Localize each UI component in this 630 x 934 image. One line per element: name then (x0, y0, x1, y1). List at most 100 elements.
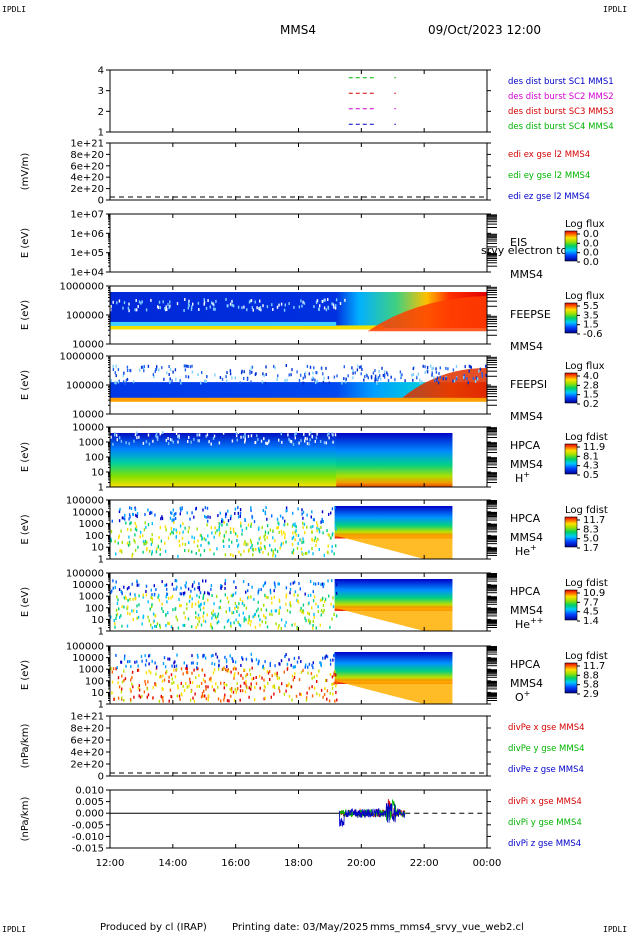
hpca_he-speckle (295, 525, 297, 529)
hpca_hepp-speckle (319, 623, 321, 627)
hpca_o-speckle (186, 667, 188, 671)
hpca_o-speckle (204, 680, 206, 684)
hpca_o-speckle (182, 672, 184, 676)
hpca_he-speckle (243, 542, 245, 546)
hpca_o-speckle (264, 696, 266, 700)
hpca_o-speckle (239, 684, 242, 688)
hpca_hepp-speckle-high (198, 588, 201, 592)
hpca_he-speckle (223, 521, 225, 524)
hpca_o-speckle (175, 668, 178, 671)
feepsi-speckle (374, 377, 376, 381)
hpca_hepp-speckle (202, 593, 205, 597)
feepsi-speckle (341, 381, 343, 385)
hpca_he-speckle (301, 541, 303, 544)
hpca_he-speckle (159, 526, 161, 530)
hpca_he-speckle-high (227, 519, 230, 523)
hpca_o-speckle (162, 695, 164, 699)
hpca_o-speckle-high (241, 656, 243, 660)
feepse-speckle (331, 302, 333, 306)
hpca_o-speckle (170, 695, 172, 698)
hpca_hepp-speckle (188, 599, 191, 603)
feepsi-speckle (374, 379, 376, 383)
hpca_hepp-speckle (203, 611, 205, 615)
colorbar-tick-label: 5.8 (583, 680, 599, 691)
hpca_o-speckle (290, 685, 293, 689)
hpca_o-speckle (234, 672, 236, 676)
hpca_o-speckle (131, 670, 134, 674)
feepsi-speckle (433, 376, 435, 380)
hpca-h-speckle (242, 435, 245, 439)
feepsi-speckle (141, 365, 144, 369)
time-tick-label: 16:00 (221, 858, 250, 869)
hpca_o-speckle (205, 697, 208, 701)
feepsi-speckle (422, 364, 424, 368)
hpca_o-speckle (263, 678, 265, 682)
hpca_he-speckle-high (334, 506, 336, 510)
hpca_o-speckle-high (148, 662, 150, 666)
hpca_hepp-speckle-high (269, 591, 272, 595)
feepse-low-band (110, 325, 384, 330)
feepsi-speckle (383, 370, 386, 374)
hpca_he-speckle (267, 552, 269, 556)
hpca_he-speckle-high (160, 517, 162, 521)
hpca_o-speckle (201, 691, 204, 695)
y-tick-label: 100 (85, 676, 104, 687)
hpca_o-speckle (250, 687, 252, 691)
hpca_o-speckle (146, 687, 149, 691)
hpca_o-speckle (185, 666, 187, 670)
hpca_hepp-speckle (120, 614, 122, 618)
hpca_hepp-speckle-high (126, 587, 129, 591)
hpca_o-speckle-high (324, 656, 326, 660)
hpca-h-speckle (213, 434, 216, 438)
hpca_he-speckle (179, 524, 182, 528)
time-axis: 12:00 14:00 16:00 18:00 20:00 22:00 00:00 (96, 858, 502, 869)
hpca_he-speckle-high (193, 515, 195, 519)
hpca_hepp-speckle (188, 595, 191, 599)
hpca_o-speckle-high (293, 665, 295, 669)
hpca_hepp-speckle (317, 610, 319, 613)
hpca_he-speckle (159, 553, 161, 556)
y-tick-label: 100000 (66, 569, 104, 580)
y-tick-label: 1 (98, 128, 104, 139)
hpca_he-speckle (241, 532, 243, 536)
hpca_o-speckle (236, 682, 238, 686)
y-tick-label: 1 (98, 555, 104, 566)
hpca_hepp-speckle (238, 622, 241, 626)
hpca_o-speckle (246, 686, 248, 690)
hpca_o-speckle (248, 695, 250, 699)
feepse-speckle (325, 308, 328, 312)
y-tick-label: 1e+05 (70, 248, 104, 259)
hpca_he-speckle-high (151, 511, 153, 515)
hpca_hepp-speckle (153, 619, 155, 623)
hpca_o-speckle-high (255, 658, 258, 662)
feepsi-speckle (184, 364, 187, 368)
feepsi-speckle (122, 374, 125, 377)
hpca_he-speckle (318, 548, 320, 551)
feepsi-speckle (359, 365, 361, 369)
hpca_he-speckle-high (180, 508, 182, 512)
hpca_he-speckle (299, 538, 301, 542)
hpca_hepp-speckle-high (264, 581, 267, 585)
hpca_hepp-speckle (123, 605, 125, 609)
feepsi-speckle (424, 365, 426, 369)
hpca_o-speckle (215, 682, 217, 686)
hpca_o-speckle (332, 692, 334, 696)
hpca_o-speckle (111, 691, 113, 695)
hpca_hepp-speckle (307, 594, 310, 598)
hpca_hepp-speckle (116, 612, 119, 616)
hpca_hepp-speckle (317, 605, 319, 609)
hpca_hepp-speckle-high (121, 592, 123, 596)
hpca_he-speckle-high (237, 506, 239, 510)
panel-frame (109, 213, 488, 273)
y-tick-label: -0.010 (72, 832, 104, 843)
hpca_hepp-speckle (230, 594, 233, 598)
hpca_o-speckle (176, 694, 178, 698)
hpca_hepp-speckle (254, 625, 257, 629)
feepsi-speckle (265, 373, 267, 376)
hpca_he-speckle (181, 542, 184, 546)
legend-entry: edi ey gse l2 MMS4 (508, 171, 590, 181)
hpca_hepp-speckle-high (134, 593, 136, 597)
hpca-h-speckle (156, 432, 158, 436)
hpca_o-speckle (251, 677, 253, 681)
